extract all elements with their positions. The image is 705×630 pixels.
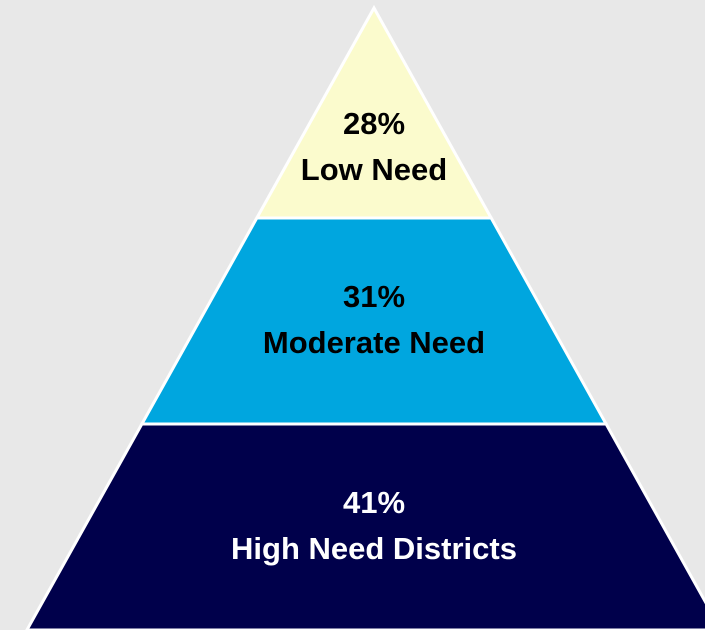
segment-value-label: 41% <box>343 485 405 520</box>
segment-value-label: 31% <box>343 279 405 314</box>
pyramid-segment <box>25 422 705 630</box>
segment-label: Moderate Need <box>263 325 485 360</box>
segment-label: Low Need <box>301 152 447 187</box>
segment-label: High Need Districts <box>231 531 517 566</box>
segment-value-label: 28% <box>343 106 405 141</box>
